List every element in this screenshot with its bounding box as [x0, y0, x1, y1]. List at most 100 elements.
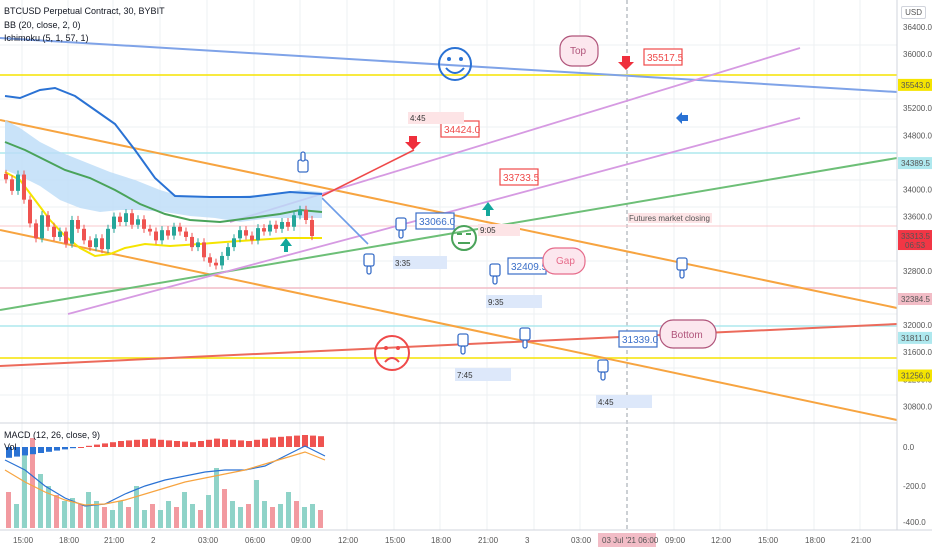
time-tick: 21:00 — [478, 536, 499, 545]
price-tick: 33600.0 — [903, 213, 932, 222]
callouts[interactable]: 35517.5 34424.0 33733.5 33066.0 32409.5 … — [393, 35, 717, 408]
time-tick: 21:00 — [104, 536, 125, 545]
futures-closing-label: Futures market closing — [629, 214, 710, 223]
hand-icon-4 — [489, 263, 501, 285]
candles[interactable] — [4, 169, 314, 270]
volume-bar — [166, 501, 171, 528]
macd-bar — [94, 444, 100, 447]
macd-bar — [294, 435, 300, 447]
trendline-green — [0, 157, 898, 311]
callout-35517: 35517.5 — [647, 53, 684, 64]
candle-body — [208, 257, 212, 263]
macd-bar — [110, 442, 116, 447]
candle-body — [172, 226, 176, 236]
macd-axis[interactable]: 0.0 -200.0 -400.0 — [903, 443, 926, 527]
macd-bar — [246, 441, 252, 447]
macd-bar — [190, 442, 196, 447]
volume-bar — [310, 504, 315, 528]
hand-icon-8 — [676, 257, 688, 279]
projection-red — [321, 149, 415, 197]
price-axis[interactable]: 36400.036000.035200.034800.034400.034000… — [898, 23, 932, 412]
macd-bar — [46, 447, 52, 452]
macd-bar — [54, 447, 60, 451]
price-marker — [898, 157, 932, 170]
hand-icon-5 — [519, 327, 531, 349]
macd-bar — [214, 438, 220, 447]
time-label-745: 7:45 — [457, 371, 473, 380]
price-marker-label: 32384.5 — [901, 295, 930, 304]
candle-body — [268, 224, 272, 232]
candle-body — [154, 231, 158, 241]
macd-bar — [270, 437, 276, 447]
price-marker — [898, 78, 932, 91]
price-marker — [898, 230, 932, 251]
neutral-face-icon — [451, 225, 477, 251]
candle-body — [88, 240, 92, 248]
candle-body — [10, 179, 14, 191]
callout-top: Top — [570, 46, 587, 57]
price-marker-label: 34389.5 — [901, 159, 930, 168]
time-tick: 03:00 — [571, 536, 592, 545]
volume-bar — [134, 486, 139, 528]
hand-icon-3 — [395, 217, 407, 239]
macd-bar — [182, 441, 188, 447]
volume-bar — [182, 492, 187, 528]
time-highlight-label: 03 Jul '21 06:00 — [602, 536, 659, 545]
time-tick: 18:00 — [805, 536, 826, 545]
volume-bar — [102, 507, 107, 528]
candle-body — [130, 213, 134, 225]
time-tick: 09:00 — [291, 536, 312, 545]
price-tick: 32000.0 — [903, 321, 932, 330]
volume-bar — [70, 498, 75, 528]
macd-bar — [318, 436, 324, 447]
candle-body — [178, 226, 182, 232]
callout-34424: 34424.0 — [444, 125, 481, 136]
volume-bar — [14, 504, 19, 528]
candle-body — [190, 236, 194, 248]
macd-bar — [278, 436, 284, 447]
price-marker-label: 31811.0 — [901, 334, 930, 343]
candle-body — [106, 228, 110, 250]
candle-body — [262, 228, 266, 232]
volume-bar — [158, 510, 163, 528]
callout-31339: 31339.0 — [622, 335, 659, 346]
candle-body — [298, 209, 302, 216]
macd-bar — [78, 447, 84, 448]
trendline-violet-upper — [229, 47, 801, 223]
price-marker-label: 33313.5 — [901, 232, 930, 241]
candle-body — [202, 242, 206, 258]
candle-body — [166, 230, 170, 236]
macd-bar — [38, 447, 44, 453]
volume-bar — [270, 507, 275, 528]
macd-histogram — [6, 435, 324, 458]
volume-bar — [150, 504, 155, 528]
volume-bar — [78, 504, 83, 528]
volume-bar — [142, 510, 147, 528]
candle-body — [40, 215, 44, 239]
candle-body — [124, 213, 128, 223]
volume-bar — [22, 450, 27, 528]
trendline-blue — [0, 37, 898, 93]
time-label-335: 3:35 — [395, 259, 411, 268]
legend-symbol: BTCUSD Perpetual Contract, 30, BYBIT — [4, 6, 165, 16]
candle-body — [220, 255, 224, 266]
time-tick: 18:00 — [59, 536, 80, 545]
hand-icon-1 — [297, 151, 309, 173]
macd-bar — [206, 439, 212, 447]
currency-label[interactable]: USD — [901, 6, 926, 19]
time-highlight — [598, 533, 656, 547]
countdown-label: 06:53 — [905, 241, 926, 250]
projection-blue — [321, 197, 369, 245]
macd-bar — [254, 439, 260, 447]
legend-macd: MACD (12, 26, close, 9) — [4, 430, 101, 440]
time-axis[interactable]: 15:00 18:00 21:00 2 03:00 06:00 09:00 12:00 15:0… — [13, 533, 872, 547]
price-marker-label: 31256.0 — [901, 372, 930, 381]
candle-body — [238, 230, 242, 239]
volume-bar — [30, 438, 35, 528]
callout-bottom: Bottom — [671, 330, 703, 341]
candle-body — [4, 173, 8, 180]
price-tick: 32800.0 — [903, 267, 932, 276]
candle-body — [244, 230, 248, 236]
macd-bar — [30, 447, 36, 455]
